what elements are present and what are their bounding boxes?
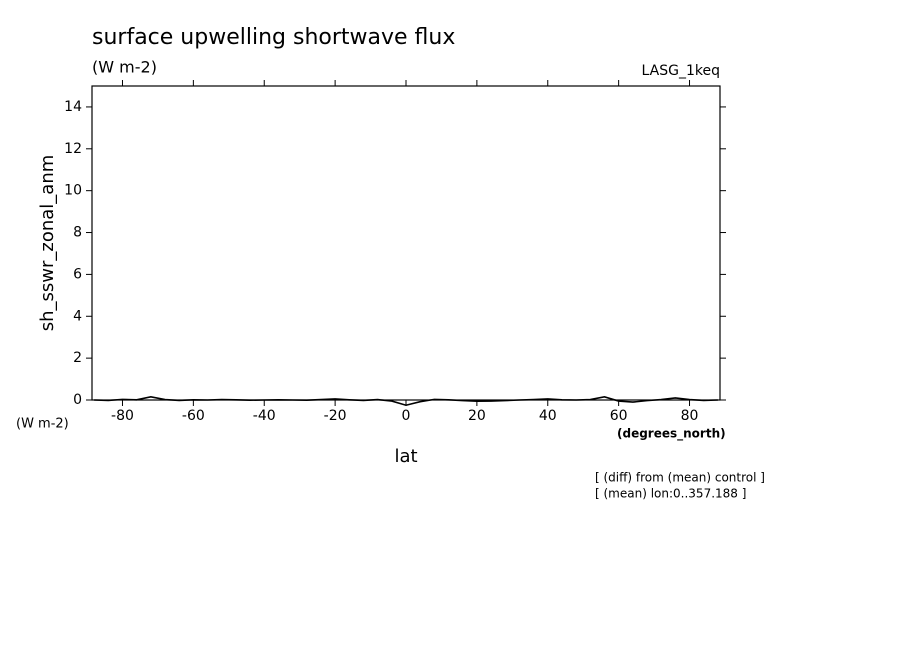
y-axis-title: sh_sswr_zonal_anm: [37, 155, 58, 332]
x-axis-title: lat: [394, 446, 417, 467]
x-tick-label: -40: [253, 408, 276, 424]
y-tick-label: 2: [73, 350, 82, 366]
y-tick-label: 14: [64, 99, 82, 115]
annotation: [ (diff) from (mean) control ]: [595, 471, 765, 485]
dataset-label: LASG_1keq: [642, 63, 720, 79]
x-tick-label: 20: [468, 408, 486, 424]
annotation: [ (mean) lon:0..357.188 ]: [595, 487, 746, 501]
y-tick-label: 10: [64, 183, 82, 199]
y-tick-label: 4: [73, 308, 82, 324]
y-axis-units: (W m-2): [16, 417, 69, 432]
chart-subtitle: (W m-2): [92, 58, 157, 77]
chart-title: surface upwelling shortwave flux: [92, 25, 455, 50]
x-tick-label: -60: [182, 408, 205, 424]
x-tick-label: 0: [402, 408, 411, 424]
data-line: [94, 396, 718, 407]
x-tick-label: 80: [681, 408, 699, 424]
x-tick-label: -20: [324, 408, 347, 424]
x-tick-label: 60: [610, 408, 628, 424]
y-tick-label: 8: [73, 225, 82, 241]
x-axis-units: (degrees_north): [617, 427, 726, 442]
y-tick-label: 12: [64, 141, 82, 157]
x-tick-label: 40: [539, 408, 557, 424]
y-tick-label: 6: [73, 266, 82, 282]
y-tick-label: 0: [73, 392, 82, 408]
x-tick-label: -80: [111, 408, 134, 424]
